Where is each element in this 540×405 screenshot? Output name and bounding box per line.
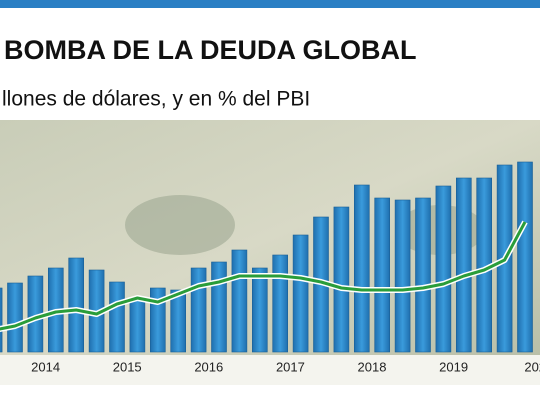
bar [109,281,125,353]
eye-left [125,195,235,255]
bar [272,254,289,353]
bar [333,206,350,353]
chart-subtitle: llones de dólares, y en % del PBI [2,88,310,111]
bar [455,177,472,353]
x-tick-label: 202 [524,359,540,374]
bar [170,289,186,353]
bar [190,267,207,353]
x-tick-label: 2017 [276,359,305,374]
bar [435,185,452,353]
plot: 2014 2015 2016 2017 2018 2019 202 [0,161,540,374]
x-tick-label: 2018 [358,359,387,374]
x-tick-label: 2019 [439,359,468,374]
bar [7,282,23,353]
bar [231,249,248,353]
bar [68,257,84,353]
bar [0,287,3,353]
top-band [0,0,540,8]
bar [374,197,391,353]
bar [292,234,309,353]
bar [394,199,411,353]
bar [517,161,533,353]
line [0,221,527,331]
x-tick-label: 2014 [31,359,60,374]
x-tick-label: 2015 [113,359,142,374]
bar [415,197,431,353]
bar [252,267,268,353]
x-tick-label: 2016 [194,359,223,374]
bar [353,184,370,353]
axis-band [0,355,540,385]
bar [211,261,227,353]
chart-title: BOMBA DE LA DEUDA GLOBAL [4,35,416,65]
bar [129,299,146,353]
